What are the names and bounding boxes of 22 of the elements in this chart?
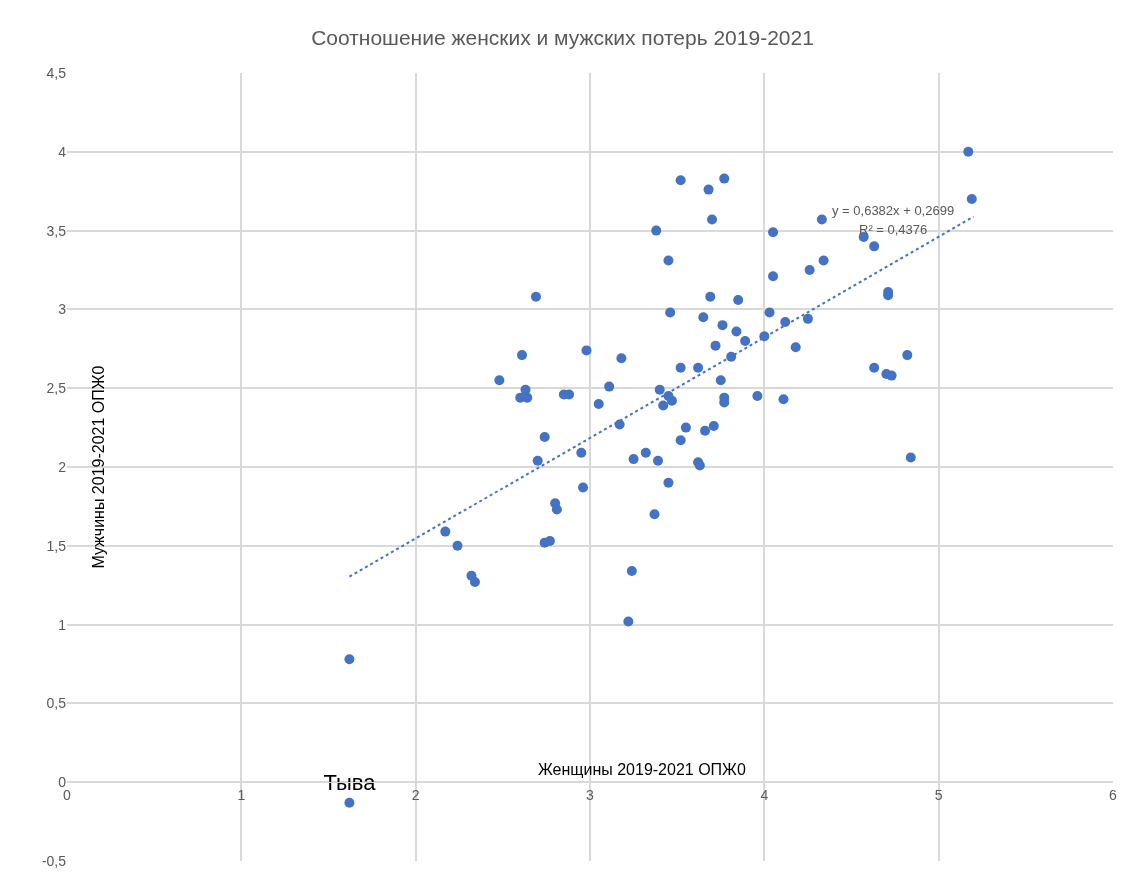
y-tick-label: 0 — [58, 774, 67, 791]
annotation: y = 0,6382x + 0,2699 — [832, 203, 955, 218]
x-axis-title: Женщины 2019-2021 ОПЖ0 — [538, 761, 746, 778]
y-tick-label: 1 — [58, 616, 67, 633]
x-tick-label: 6 — [1109, 787, 1118, 803]
x-tick-label: 4 — [760, 787, 769, 803]
series-label: Тыва — [323, 769, 377, 795]
y-tick-label: 0,5 — [46, 695, 67, 712]
y-axis-title: Мужчины 2019-2021 ОПЖ0 — [90, 365, 108, 569]
y-tick-label: 3 — [58, 301, 67, 318]
chart-title: Соотношение женских и мужских потерь 2019-2021 — [311, 26, 814, 50]
y-tick-label: 2,5 — [46, 380, 67, 397]
x-tick-label: 2 — [411, 787, 420, 803]
x-tick-label: 5 — [934, 787, 943, 803]
y-tick-label: 4 — [58, 143, 67, 160]
y-tick-label: 1,5 — [46, 537, 67, 554]
x-tick-label: 3 — [586, 787, 595, 803]
y-tick-label: 4,5 — [46, 64, 67, 81]
x-tick-label: 1 — [237, 787, 246, 803]
y-tick-label: 3,5 — [46, 222, 67, 239]
y-tick-label: 2 — [58, 458, 67, 475]
y-tick-label: -0,5 — [41, 852, 67, 869]
